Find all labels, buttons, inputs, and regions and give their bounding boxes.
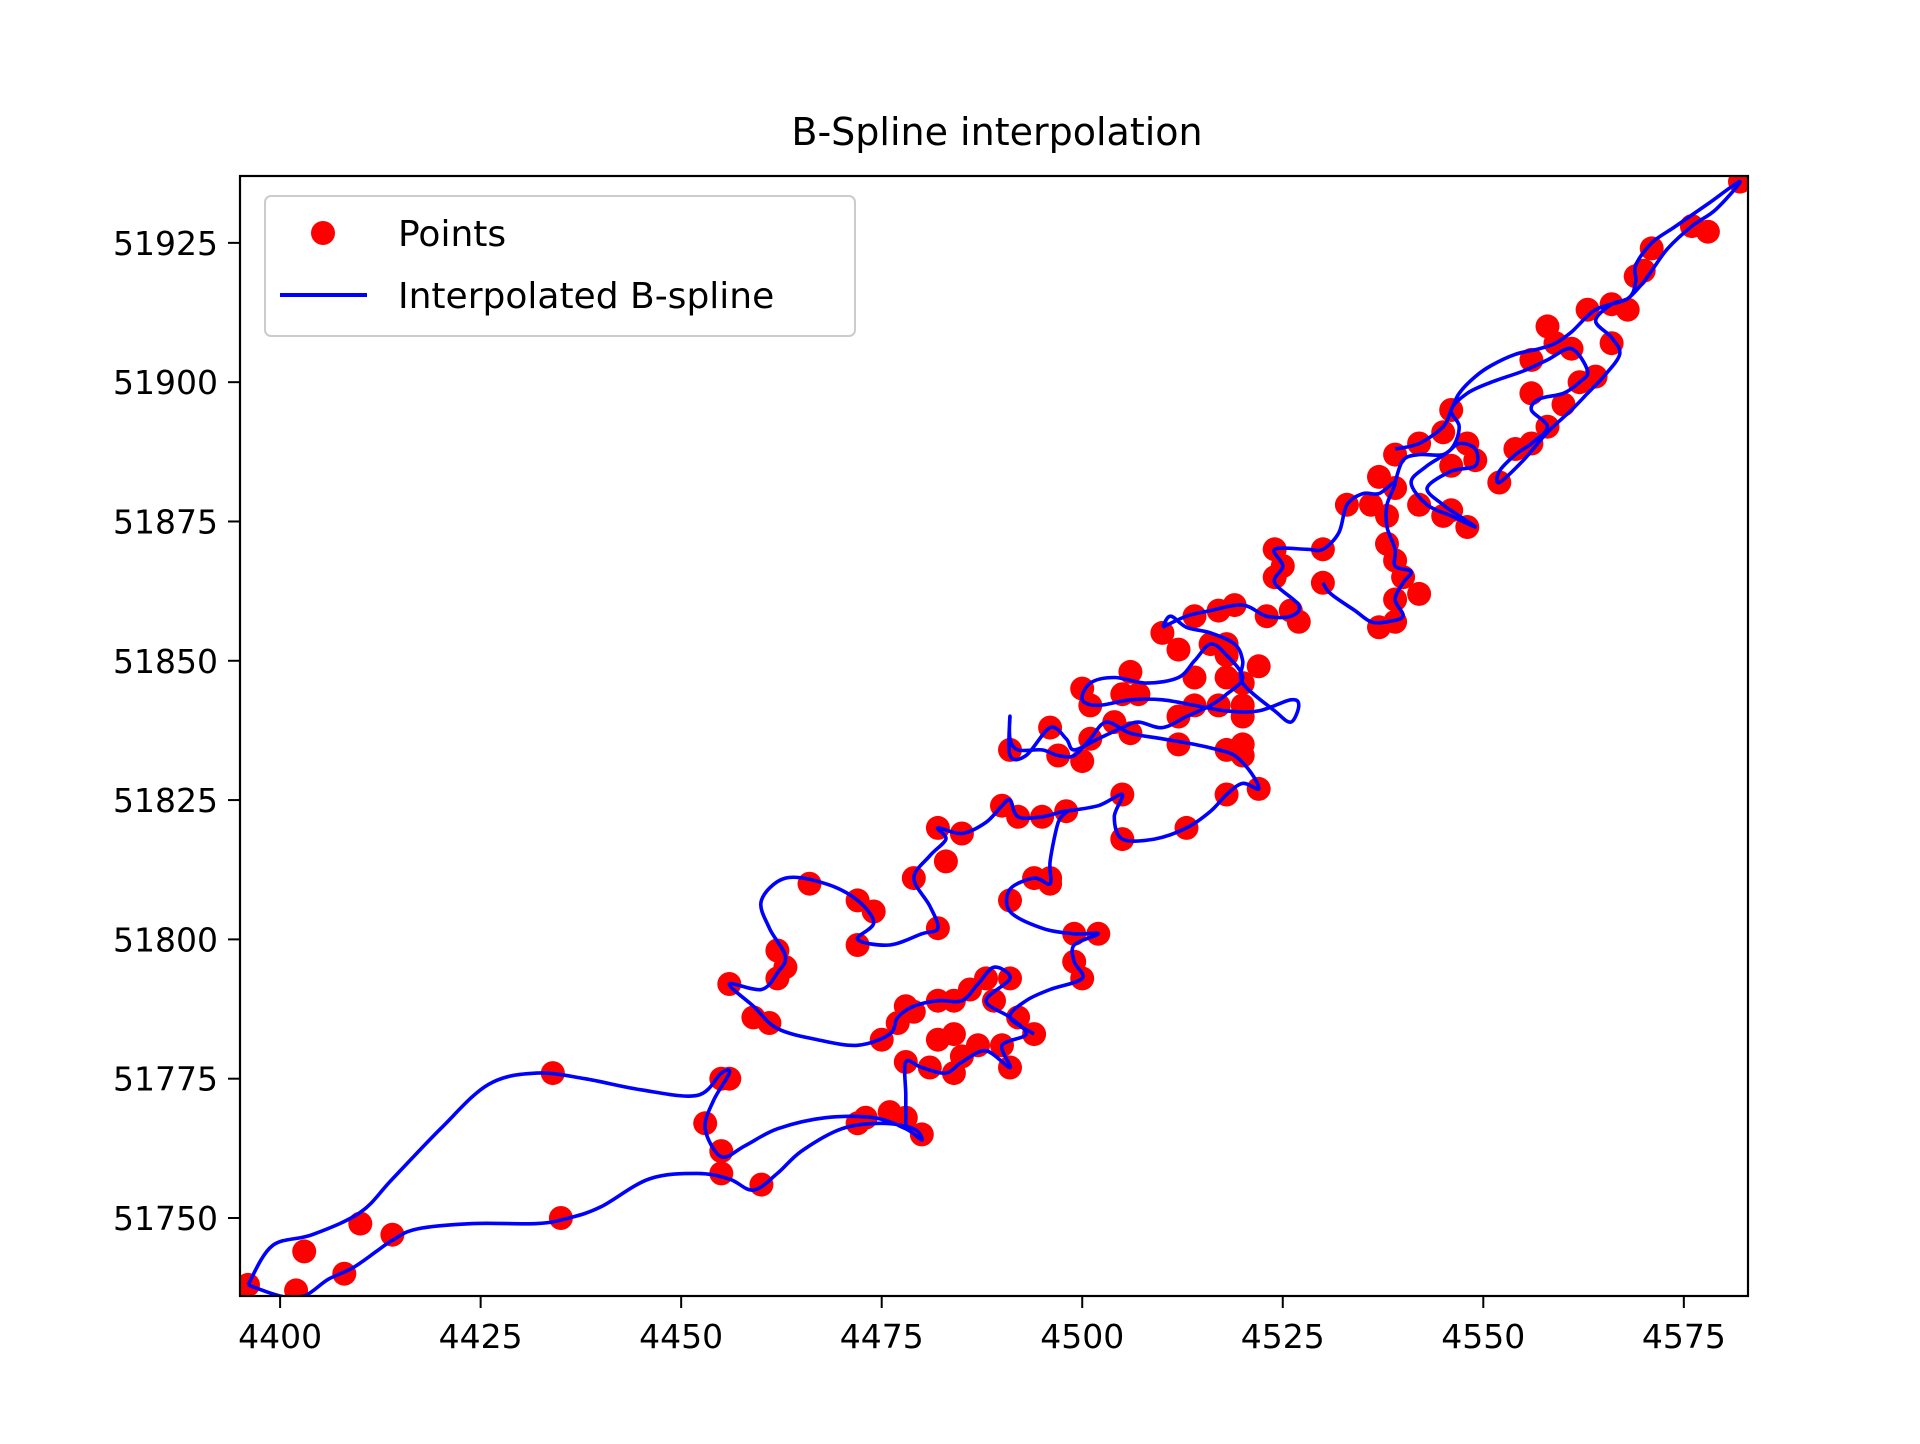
data-point [845,933,870,957]
legend: Points Interpolated B-spline [264,195,856,337]
data-point [1407,492,1432,517]
x-tick-label: 4425 [439,1317,523,1356]
plot-area [240,176,1748,1296]
x-tick-label: 4400 [238,1317,322,1356]
data-point [348,1211,373,1236]
data-point [1695,219,1720,244]
data-point [1367,464,1391,489]
data-point [1214,665,1239,690]
data-point [548,1206,573,1230]
data-point [933,849,958,874]
data-point [1166,637,1191,662]
data-point [292,1239,317,1264]
y-tick-label: 51750 [113,1199,218,1238]
plot-frame [238,174,1750,1298]
data-point [797,871,822,896]
data-point [765,938,790,963]
data-point [1439,453,1464,478]
data-point [1070,749,1095,774]
data-point [1431,420,1456,445]
legend-points-label: Points [398,214,506,255]
x-tick-label: 4475 [840,1317,924,1356]
x-tick-label: 4525 [1241,1317,1325,1356]
data-point [1126,682,1151,707]
y-axis: 51750 51775 51800 51825 51850 51875 51900 51925 [113,224,240,1238]
chart-title: B-Spline interpolation [791,110,1202,154]
data-point [1230,693,1255,718]
data-point [998,888,1022,913]
data-point [1519,381,1544,406]
data-point [1407,581,1432,606]
spline-segment-3 [1161,480,1414,629]
data-point [1182,604,1207,629]
spline-segment-0 [246,1068,924,1296]
data-point [1575,297,1600,322]
x-tick-label: 4550 [1441,1317,1525,1356]
y-tick-label: 51875 [113,502,218,541]
spline-segment-4 [1393,179,1742,529]
data-point [1375,531,1399,556]
x-tick-label: 4500 [1040,1317,1124,1356]
y-tick-label: 51800 [113,920,218,959]
spline-segment-2 [1007,614,1301,844]
y-tick-label: 51775 [113,1060,218,1099]
data-point [1639,236,1664,261]
data-point [1230,732,1255,757]
x-axis: 4400 4425 4450 4475 4500 4525 4550 4575 [238,1296,1726,1356]
y-tick-label: 51850 [113,642,218,681]
legend-frame [264,195,856,337]
y-tick-label: 51900 [113,363,218,402]
data-point [1166,732,1191,757]
data-point [1615,297,1640,322]
spline-segment-1 [727,797,1101,1129]
x-tick-label: 4450 [639,1317,723,1356]
y-tick-label: 51825 [113,781,218,820]
data-point [1246,654,1271,679]
data-point [1182,665,1207,690]
legend-spline-label: Interpolated B-spline [398,276,774,317]
data-point [284,1278,309,1296]
x-tick-label: 4575 [1642,1317,1726,1356]
data-point [1535,314,1560,339]
data-point [1150,620,1175,645]
y-tick-label: 51925 [113,224,218,263]
data-point [380,1222,405,1247]
data-point [941,1022,966,1047]
data-point [1583,364,1608,389]
data-point [1359,492,1383,517]
legend-points-marker [311,221,335,245]
